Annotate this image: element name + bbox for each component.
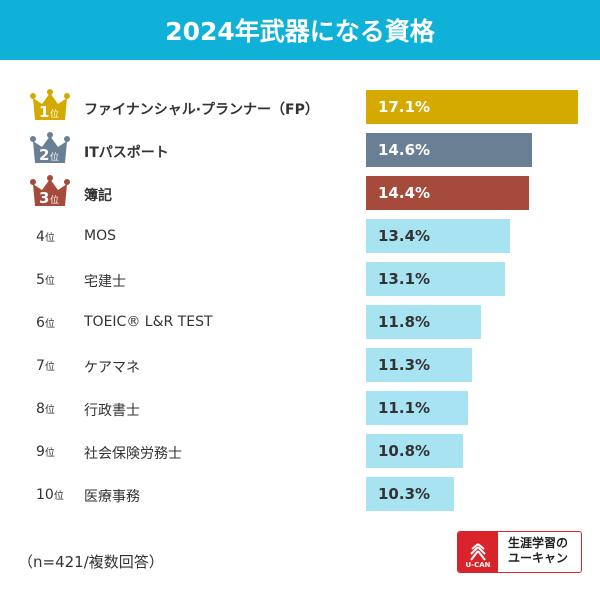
category-label: 医療事務 bbox=[84, 489, 140, 505]
svg-text:位: 位 bbox=[50, 194, 59, 206]
value-label: 13.1% bbox=[378, 270, 431, 288]
svg-text:位: 位 bbox=[50, 108, 59, 120]
svg-text:1: 1 bbox=[39, 103, 49, 121]
bar bbox=[366, 305, 482, 339]
category-label: TOEIC® L&R TEST bbox=[84, 314, 213, 330]
category-label: 宅建士 bbox=[84, 274, 126, 290]
rank-label: 10位 bbox=[36, 487, 64, 503]
category-label: ファイナンシャル·プランナー（FP） bbox=[84, 102, 319, 118]
rank-label: 5位 bbox=[36, 272, 55, 288]
chart-row: 3 位簿記 14.4% bbox=[0, 175, 600, 212]
rank-label: 9位 bbox=[36, 444, 55, 460]
chart-row: 6位 TOEIC® L&R TEST 11.8% bbox=[0, 305, 600, 341]
chart-title: 2024年武器になる資格 bbox=[0, 0, 600, 60]
svg-text:2: 2 bbox=[39, 146, 49, 164]
rank-label: 8位 bbox=[36, 401, 55, 417]
bar bbox=[366, 219, 511, 253]
value-label: 11.1% bbox=[378, 399, 431, 417]
bar bbox=[366, 391, 469, 425]
category-label: 行政書士 bbox=[84, 403, 140, 419]
rank-label: 4位 bbox=[36, 229, 55, 245]
chart-row: 2 位 ITパスポート 14.6% bbox=[0, 132, 600, 169]
chart-row: 9位 社会保険労務士 10.8% bbox=[0, 434, 600, 470]
ucan-logo: U-CAN 生涯学習の ユーキャン bbox=[457, 531, 582, 573]
chart-row: 8位 行政書士 11.1% bbox=[0, 391, 600, 427]
category-label: MOS bbox=[84, 228, 116, 244]
bar bbox=[366, 176, 529, 210]
value-label: 17.1% bbox=[378, 98, 431, 116]
sample-note: （n=421/複数回答） bbox=[18, 553, 164, 571]
bar bbox=[366, 434, 463, 468]
value-label: 10.3% bbox=[378, 485, 431, 503]
logo-line1: 生涯学習の bbox=[508, 536, 569, 550]
bar bbox=[366, 90, 578, 124]
chart-row: 10位 医療事務 10.3% bbox=[0, 477, 600, 513]
chart-row: 5位 宅建士 13.1% bbox=[0, 262, 600, 298]
ucan-mark-text: U-CAN bbox=[465, 561, 491, 569]
chart-row: 4位 MOS 13.4% bbox=[0, 219, 600, 255]
chart-row: 1 位ファイナンシャル·プランナー（FP） 17.1% bbox=[0, 89, 600, 126]
category-label: ITパスポート bbox=[84, 145, 169, 161]
svg-text:3: 3 bbox=[39, 189, 49, 207]
category-label: 簿記 bbox=[84, 188, 112, 204]
ucan-logo-icon bbox=[470, 543, 486, 561]
ucan-mark: U-CAN bbox=[458, 532, 498, 572]
svg-text:位: 位 bbox=[50, 151, 59, 163]
bar bbox=[366, 477, 454, 511]
value-label: 11.3% bbox=[378, 356, 431, 374]
rank-label: 6位 bbox=[36, 315, 55, 331]
bar bbox=[366, 348, 472, 382]
chart-row: 7位 ケアマネ 11.3% bbox=[0, 348, 600, 384]
rank-label: 7位 bbox=[36, 358, 55, 374]
value-label: 14.6% bbox=[378, 141, 431, 159]
value-label: 11.8% bbox=[378, 313, 431, 331]
category-label: 社会保険労務士 bbox=[84, 446, 182, 462]
bar bbox=[366, 133, 533, 167]
category-label: ケアマネ bbox=[84, 360, 140, 376]
logo-line2: ユーキャン bbox=[508, 551, 569, 565]
value-label: 10.8% bbox=[378, 442, 431, 460]
value-label: 13.4% bbox=[378, 227, 431, 245]
bar bbox=[366, 262, 505, 296]
value-label: 14.4% bbox=[378, 184, 431, 202]
